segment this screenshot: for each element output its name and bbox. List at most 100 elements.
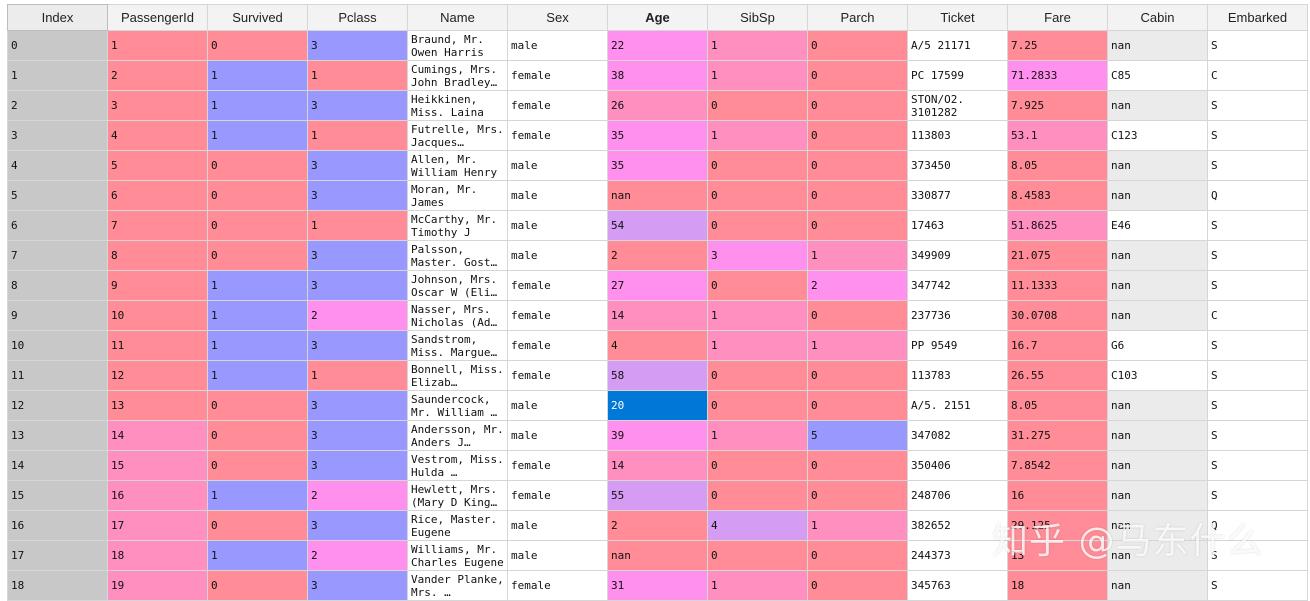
cell-parch[interactable]: 2 — [807, 270, 908, 301]
cell-age-selected[interactable]: 20 — [607, 390, 708, 421]
cell-sex[interactable]: female — [507, 360, 608, 391]
cell-passengerid[interactable]: 14 — [107, 420, 208, 451]
cell-name[interactable]: Bonnell, Miss. Elizab… — [407, 360, 508, 391]
cell-sibsp[interactable]: 0 — [707, 390, 808, 421]
cell-survived[interactable]: 0 — [207, 240, 308, 271]
cell-fare[interactable]: 31.275 — [1007, 420, 1108, 451]
cell-parch[interactable]: 0 — [807, 210, 908, 241]
cell-pclass[interactable]: 1 — [307, 210, 408, 241]
cell-sibsp[interactable]: 1 — [707, 420, 808, 451]
column-header-sibsp[interactable]: SibSp — [707, 4, 808, 31]
cell-survived[interactable]: 0 — [207, 30, 308, 61]
cell-survived[interactable]: 1 — [207, 540, 308, 571]
cell-cabin[interactable]: nan — [1107, 510, 1208, 541]
cell-cabin[interactable]: nan — [1107, 390, 1208, 421]
cell-cabin[interactable]: nan — [1107, 270, 1208, 301]
cell-name[interactable]: Saundercock, Mr. William … — [407, 390, 508, 421]
cell-pclass[interactable]: 2 — [307, 480, 408, 511]
cell-fare[interactable]: 18 — [1007, 570, 1108, 601]
cell-passengerid[interactable]: 11 — [107, 330, 208, 361]
column-header-passengerid[interactable]: PassengerId — [107, 4, 208, 31]
cell-parch[interactable]: 1 — [807, 510, 908, 541]
cell-passengerid[interactable]: 15 — [107, 450, 208, 481]
cell-sibsp[interactable]: 0 — [707, 540, 808, 571]
cell-passengerid[interactable]: 3 — [107, 90, 208, 121]
cell-ticket[interactable]: 347082 — [907, 420, 1008, 451]
cell-fare[interactable]: 8.4583 — [1007, 180, 1108, 211]
cell-sibsp[interactable]: 1 — [707, 60, 808, 91]
cell-fare[interactable]: 7.25 — [1007, 30, 1108, 61]
cell-parch[interactable]: 0 — [807, 90, 908, 121]
cell-parch[interactable]: 0 — [807, 570, 908, 601]
cell-pclass[interactable]: 3 — [307, 450, 408, 481]
cell-parch[interactable]: 0 — [807, 390, 908, 421]
cell-survived[interactable]: 1 — [207, 360, 308, 391]
cell-cabin[interactable]: E46 — [1107, 210, 1208, 241]
cell-survived[interactable]: 0 — [207, 510, 308, 541]
cell-parch[interactable]: 0 — [807, 120, 908, 151]
cell-embarked[interactable]: S — [1207, 150, 1308, 181]
column-header-cabin[interactable]: Cabin — [1107, 4, 1208, 31]
cell-passengerid[interactable]: 10 — [107, 300, 208, 331]
cell-embarked[interactable]: S — [1207, 570, 1308, 601]
cell-passengerid[interactable]: 18 — [107, 540, 208, 571]
cell-passengerid[interactable]: 6 — [107, 180, 208, 211]
cell-sex[interactable]: male — [507, 540, 608, 571]
cell-name[interactable]: Cumings, Mrs. John Bradley… — [407, 60, 508, 91]
cell-name[interactable]: Johnson, Mrs. Oscar W (Eli… — [407, 270, 508, 301]
column-header-age[interactable]: Age — [607, 4, 708, 31]
cell-passengerid[interactable]: 2 — [107, 60, 208, 91]
cell-name[interactable]: McCarthy, Mr. Timothy J — [407, 210, 508, 241]
cell-fare[interactable]: 53.1 — [1007, 120, 1108, 151]
cell-fare[interactable]: 71.2833 — [1007, 60, 1108, 91]
cell-parch[interactable]: 0 — [807, 180, 908, 211]
cell-sibsp[interactable]: 1 — [707, 330, 808, 361]
cell-name[interactable]: Andersson, Mr. Anders J… — [407, 420, 508, 451]
cell-name[interactable]: Nasser, Mrs. Nicholas (Ad… — [407, 300, 508, 331]
cell-name[interactable]: Braund, Mr. Owen Harris — [407, 30, 508, 61]
cell-fare[interactable]: 7.8542 — [1007, 450, 1108, 481]
cell-name[interactable]: Vestrom, Miss. Hulda … — [407, 450, 508, 481]
cell-parch[interactable]: 5 — [807, 420, 908, 451]
cell-fare[interactable]: 21.075 — [1007, 240, 1108, 271]
cell-fare[interactable]: 16.7 — [1007, 330, 1108, 361]
cell-pclass[interactable]: 3 — [307, 420, 408, 451]
cell-survived[interactable]: 0 — [207, 450, 308, 481]
cell-survived[interactable]: 0 — [207, 150, 308, 181]
cell-parch[interactable]: 0 — [807, 360, 908, 391]
cell-passengerid[interactable]: 12 — [107, 360, 208, 391]
cell-parch[interactable]: 0 — [807, 540, 908, 571]
cell-survived[interactable]: 1 — [207, 480, 308, 511]
cell-age[interactable]: nan — [607, 180, 708, 211]
cell-age[interactable]: 2 — [607, 240, 708, 271]
cell-ticket[interactable]: 350406 — [907, 450, 1008, 481]
cell-pclass[interactable]: 3 — [307, 30, 408, 61]
cell-ticket[interactable]: 237736 — [907, 300, 1008, 331]
cell-fare[interactable]: 8.05 — [1007, 150, 1108, 181]
cell-passengerid[interactable]: 16 — [107, 480, 208, 511]
cell-sibsp[interactable]: 1 — [707, 120, 808, 151]
cell-fare[interactable]: 13 — [1007, 540, 1108, 571]
column-header-embarked[interactable]: Embarked — [1207, 4, 1308, 31]
cell-cabin[interactable]: nan — [1107, 180, 1208, 211]
cell-sex[interactable]: male — [507, 30, 608, 61]
cell-parch[interactable]: 0 — [807, 450, 908, 481]
cell-passengerid[interactable]: 19 — [107, 570, 208, 601]
cell-name[interactable]: Moran, Mr. James — [407, 180, 508, 211]
cell-sex[interactable]: female — [507, 480, 608, 511]
cell-pclass[interactable]: 3 — [307, 570, 408, 601]
cell-passengerid[interactable]: 1 — [107, 30, 208, 61]
cell-sex[interactable]: female — [507, 450, 608, 481]
cell-name[interactable]: Rice, Master. Eugene — [407, 510, 508, 541]
cell-embarked[interactable]: S — [1207, 90, 1308, 121]
cell-age[interactable]: 39 — [607, 420, 708, 451]
cell-pclass[interactable]: 3 — [307, 240, 408, 271]
cell-name[interactable]: Williams, Mr. Charles Eugene — [407, 540, 508, 571]
cell-passengerid[interactable]: 5 — [107, 150, 208, 181]
cell-sex[interactable]: female — [507, 60, 608, 91]
column-header-pclass[interactable]: Pclass — [307, 4, 408, 31]
cell-embarked[interactable]: S — [1207, 450, 1308, 481]
cell-embarked[interactable]: S — [1207, 210, 1308, 241]
cell-cabin[interactable]: nan — [1107, 450, 1208, 481]
cell-survived[interactable]: 1 — [207, 330, 308, 361]
